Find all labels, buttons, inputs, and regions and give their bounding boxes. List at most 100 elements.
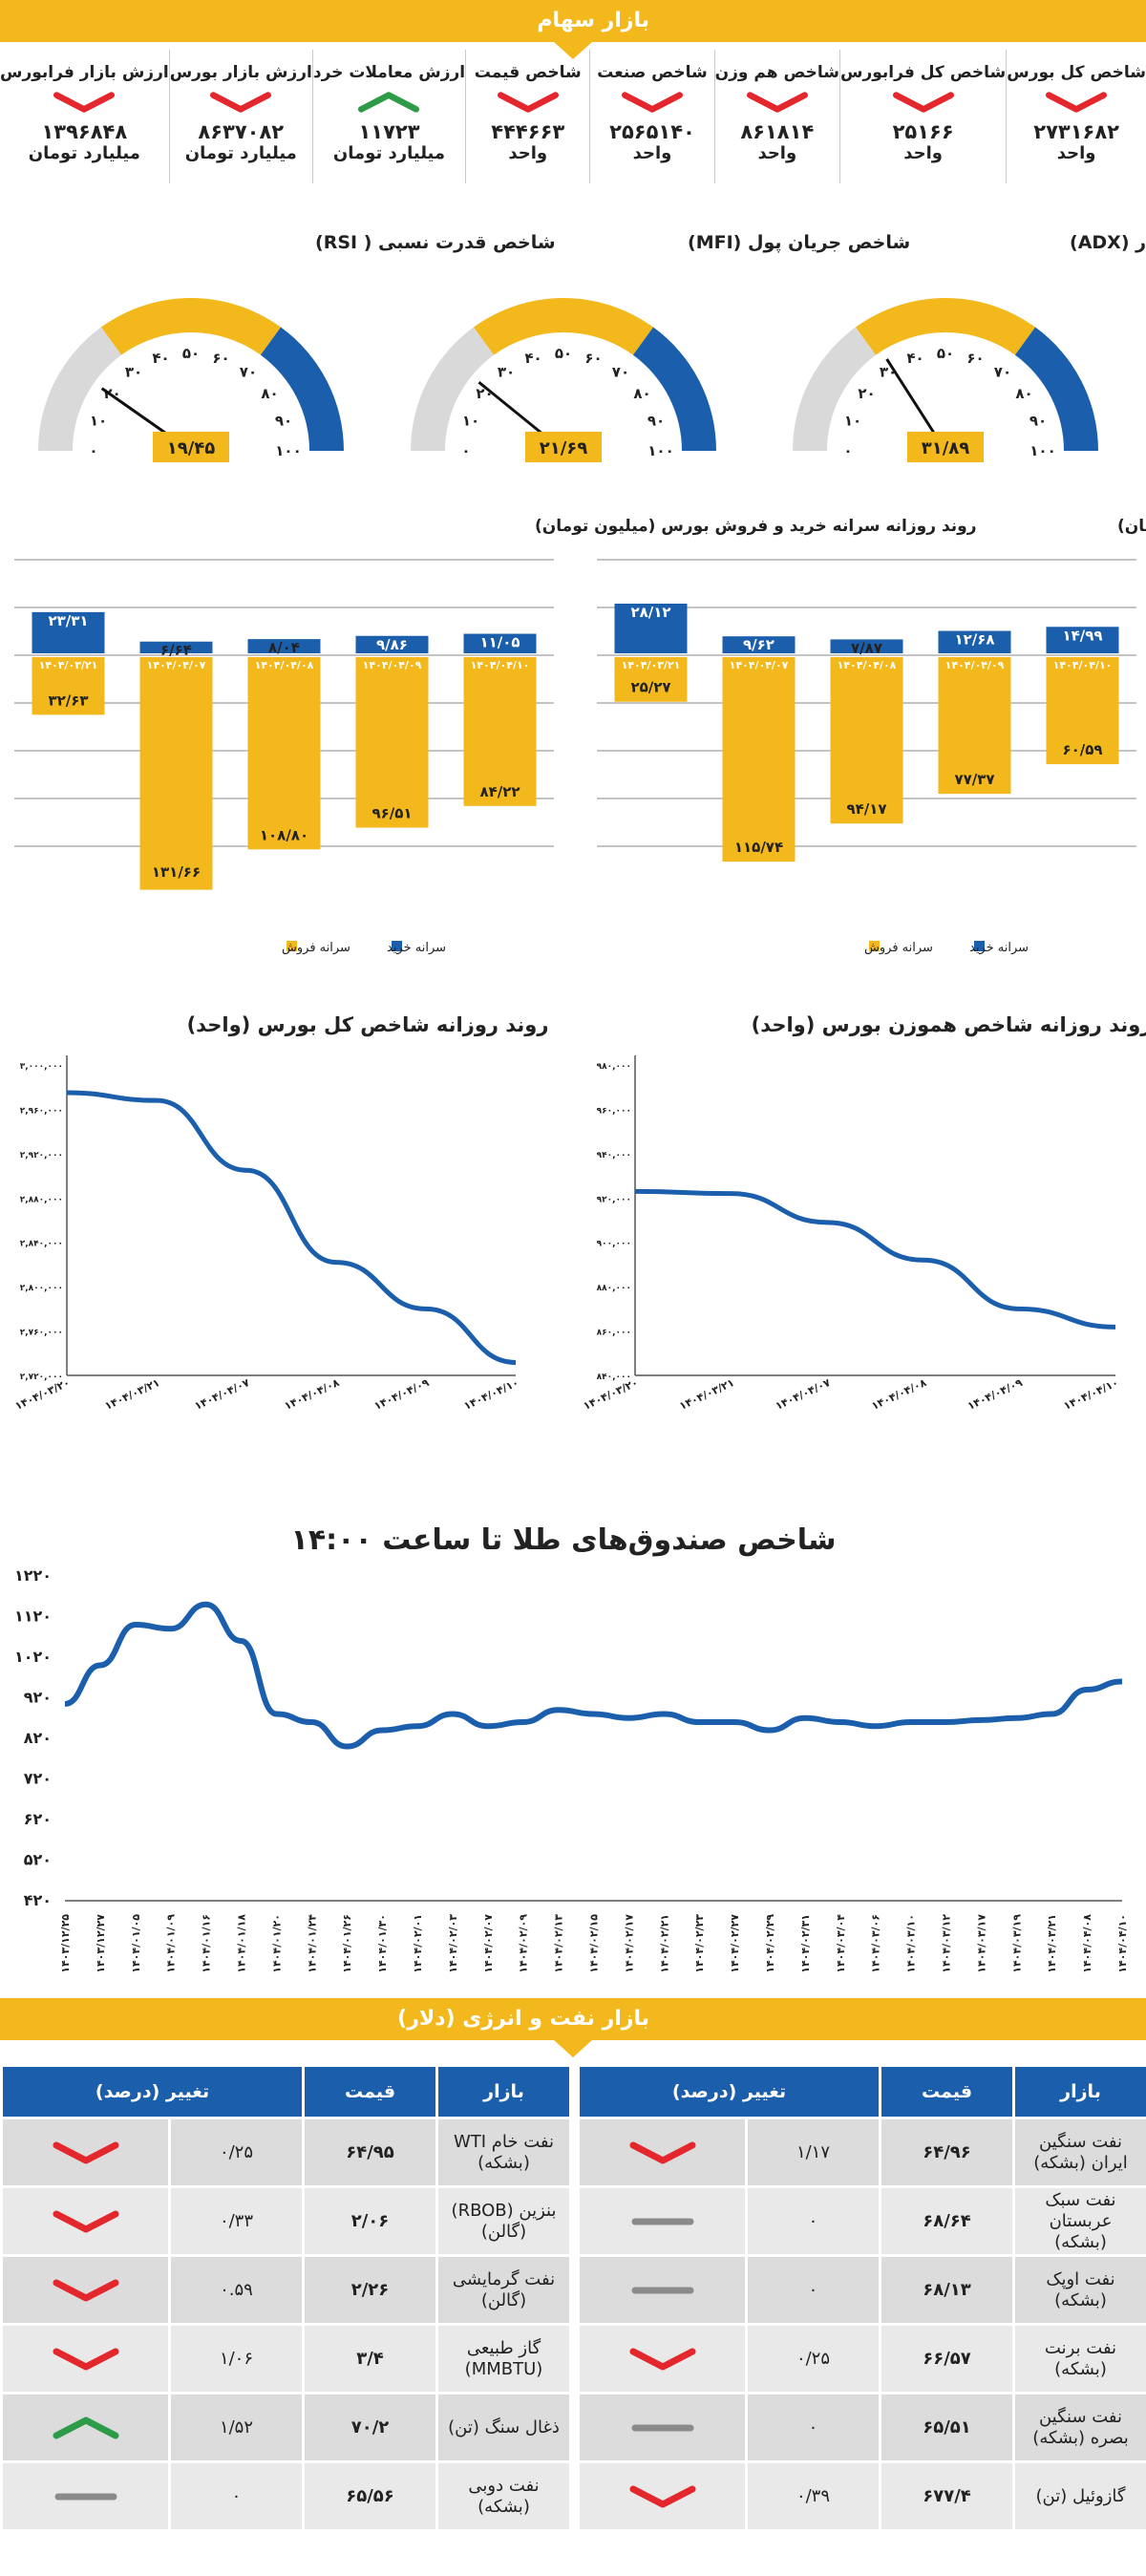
- gold-x-tick-label: ۱۴۰۴/۰۲/۳۱: [799, 1914, 812, 1973]
- cell-price: ۳/۴: [302, 2326, 435, 2392]
- gauge-zone-mid: [855, 298, 1036, 355]
- gauge-tick: ۵۰: [182, 345, 200, 362]
- gold-x-tick-label: ۱۴۰۴/۰۳/۱۷: [975, 1914, 987, 1973]
- bar-category-label: ۱۴۰۴/۰۴/۰۷: [147, 659, 206, 671]
- gold-x-tick-label: ۱۴۰۴/۰۲/۲۳: [693, 1914, 706, 1973]
- index-value: ۴۴۴۶۶۳: [491, 120, 565, 143]
- gold-y-tick-label: ۷۲۰: [24, 1770, 52, 1788]
- gauge-tick: ۵۰: [937, 345, 954, 362]
- gold-x-tick-label: ۱۴۰۳/۱۲/۲۷: [95, 1914, 107, 1973]
- gold-x-tick-label: ۱۴۰۴/۰۳/۱۰: [905, 1914, 918, 1973]
- gauge-value-box: [153, 432, 229, 462]
- bar-sell: [614, 657, 688, 702]
- gold-x-tick-label: ۱۴۰۴/۰۱/۰۵: [130, 1914, 142, 1973]
- arrow-down-icon: [892, 92, 954, 113]
- y-tick-label: ۲,۸۴۰,۰۰۰: [20, 1240, 63, 1249]
- gauge-tick: ۲۰: [858, 385, 875, 402]
- gauge-tick: ۷۰: [240, 363, 257, 380]
- arrow-shape: [53, 2279, 118, 2301]
- gold-x-tick-label: ۱۴۰۴/۰۴/۱۰: [1116, 1914, 1129, 1973]
- table-row: نفت برنت (بشکه) ۶۶/۵۷ ۰/۲۵: [577, 2326, 1146, 2392]
- cell-price: ۲/۰۶: [302, 2188, 435, 2254]
- index-label: شاخص کل فرابورس: [840, 63, 1007, 82]
- gold-section: شاخص صندوق‌های طلا تا ساعت ۱۴:۰۰ ۴۲۰ ۵۲۰ ۶۲…: [0, 1509, 1146, 1987]
- legend-buy: سرانه خرید: [387, 941, 446, 955]
- y-tick-label: ۹۴۰,۰۰۰: [597, 1151, 631, 1160]
- index-cell: شاخص صنعت ۲۵۶۵۱۴۰ واحد: [589, 50, 713, 183]
- header-price: قیمت: [302, 2067, 435, 2117]
- legend-buy: سرانه خرید: [969, 941, 1029, 955]
- bar-sell-label: ۲۵/۲۷: [630, 679, 670, 696]
- index-label: ارزش بازار فرابورس: [0, 63, 169, 82]
- index-label: شاخص هم وزن: [714, 63, 839, 82]
- bar-sell-label: ۷۷/۳۷: [954, 771, 994, 788]
- oil-title: بازار نفت و انرژی (دلار): [397, 2007, 649, 2031]
- bar-buy: [355, 635, 429, 653]
- bar-sell-label: ۸۴/۲۲: [479, 783, 520, 800]
- bar-sell: [463, 657, 537, 806]
- index-value: ۲۵۱۶۶: [892, 120, 954, 143]
- cell-price: ۶۵/۵۱: [879, 2395, 1012, 2460]
- arrow-shape: [53, 2210, 118, 2232]
- x-tick-label: ۱۴۰۴/۰۴/۱۰: [462, 1376, 520, 1413]
- gauges-section: شاخص میانگین حرکت جهت‌دار (ADX) ۰ ۱۰ ۲۰ ۳۰ ۴۰…: [0, 222, 1146, 499]
- gold-x-tick-label: ۱۴۰۴/۰۲/۱۳: [553, 1914, 565, 1973]
- gauge-tick: ۹۰: [647, 412, 665, 429]
- arrow-shape: [497, 92, 559, 113]
- gauge-zone-high: [632, 327, 716, 451]
- header-change: تغییر (درصد): [577, 2067, 879, 2117]
- per-capita-section: روند روزانه سرانه خرید و فروش در فرابورس…: [0, 502, 1146, 980]
- line-chart-title: روند روزانه شاخص کل بورس (واحد): [187, 1013, 549, 1036]
- bar-buy-label: ۱۱/۰۵: [479, 634, 520, 651]
- y-tick-label: ۹۲۰,۰۰۰: [597, 1195, 631, 1204]
- cell-market: گازوئیل (تن): [1012, 2463, 1146, 2529]
- dash-icon: [54, 2493, 117, 2500]
- stock-market-banner: بازار سهام: [0, 0, 1146, 42]
- y-tick-label: ۲,۹۶۰,۰۰۰: [20, 1106, 63, 1116]
- banner-notch: [554, 42, 592, 59]
- gold-x-tick-label: ۱۴۰۴/۰۱/۲۰: [270, 1914, 283, 1973]
- bar-category-label: ۱۴۰۴/۰۴/۰۹: [945, 659, 1005, 671]
- arrow-shape: [53, 2416, 118, 2438]
- gauge-zone-mid: [473, 298, 654, 355]
- line-chart-title: روند روزانه شاخص هموزن بورس (واحد): [752, 1013, 1146, 1036]
- bar-buy: [722, 636, 796, 653]
- index-value: ۸۶۳۷۰۸۲: [198, 120, 285, 143]
- bar-buy-label: ۸/۰۴: [268, 639, 300, 656]
- index-strip: شاخص کل بورس ۲۷۳۱۶۸۲ واحد شاخص کل فرابورس ۲۵…: [0, 50, 1146, 183]
- index-cell: شاخص قیمت ۴۴۴۶۶۳ واحد: [465, 50, 589, 183]
- cell-change: ۱/۵۲: [168, 2395, 302, 2460]
- table-row: نفت سنگین ایران (بشکه) ۶۴/۹۶ ۱/۱۷: [577, 2119, 1146, 2185]
- cell-price: ۶۴/۹۵: [302, 2119, 435, 2185]
- arrow-shape: [53, 92, 116, 113]
- cell-price: ۶۵/۵۶: [302, 2463, 435, 2529]
- cell-market: ذغال سنگ (تن): [435, 2395, 569, 2460]
- bar-sell: [830, 657, 903, 824]
- bar-buy: [32, 611, 105, 653]
- gold-line-series: [64, 1601, 1123, 1750]
- gauge-zone-low: [793, 327, 877, 451]
- table-row: گاز طبیعی (MMBTU) ۳/۴ ۱/۰۶: [0, 2326, 569, 2392]
- y-tick-label: ۸۴۰,۰۰۰: [597, 1373, 631, 1382]
- gauge-tick: ۱۰۰: [275, 442, 301, 459]
- gauge-tick: ۴۰: [524, 350, 541, 367]
- index-cell: ارزش معاملات خرد ۱۱۷۲۳ میلیارد تومان: [311, 50, 465, 183]
- index-label: شاخص قیمت: [474, 63, 582, 82]
- gauge-adx: شاخص میانگین حرکت جهت‌دار (ADX)۰۱۰۲۰۳۰۴۰…: [793, 231, 1146, 462]
- gold-svg: شاخص صندوق‌های طلا تا ساعت ۱۴:۰۰ ۴۲۰ ۵۲۰ ۶۲…: [14, 1523, 1129, 1973]
- index-unit: واحد: [508, 143, 548, 163]
- cell-change: ۰/۲۵: [168, 2119, 302, 2185]
- cell-price: ۲/۲۶: [302, 2257, 435, 2323]
- index-unit: واحد: [632, 143, 672, 163]
- legend-buy-swatch: [974, 941, 985, 951]
- dash-icon: [631, 2424, 693, 2431]
- dash-icon: [631, 2218, 693, 2225]
- bar-buy: [139, 641, 213, 653]
- gauge-tick: ۰: [461, 442, 470, 459]
- cell-market: گاز طبیعی (MMBTU): [435, 2326, 569, 2392]
- cell-arrow: [577, 2395, 745, 2460]
- index-unit: واحد: [1056, 143, 1096, 163]
- index-value: ۲۷۳۱۶۸۲: [1033, 120, 1119, 143]
- gold-y-tick-label: ۴۲۰: [24, 1891, 52, 1909]
